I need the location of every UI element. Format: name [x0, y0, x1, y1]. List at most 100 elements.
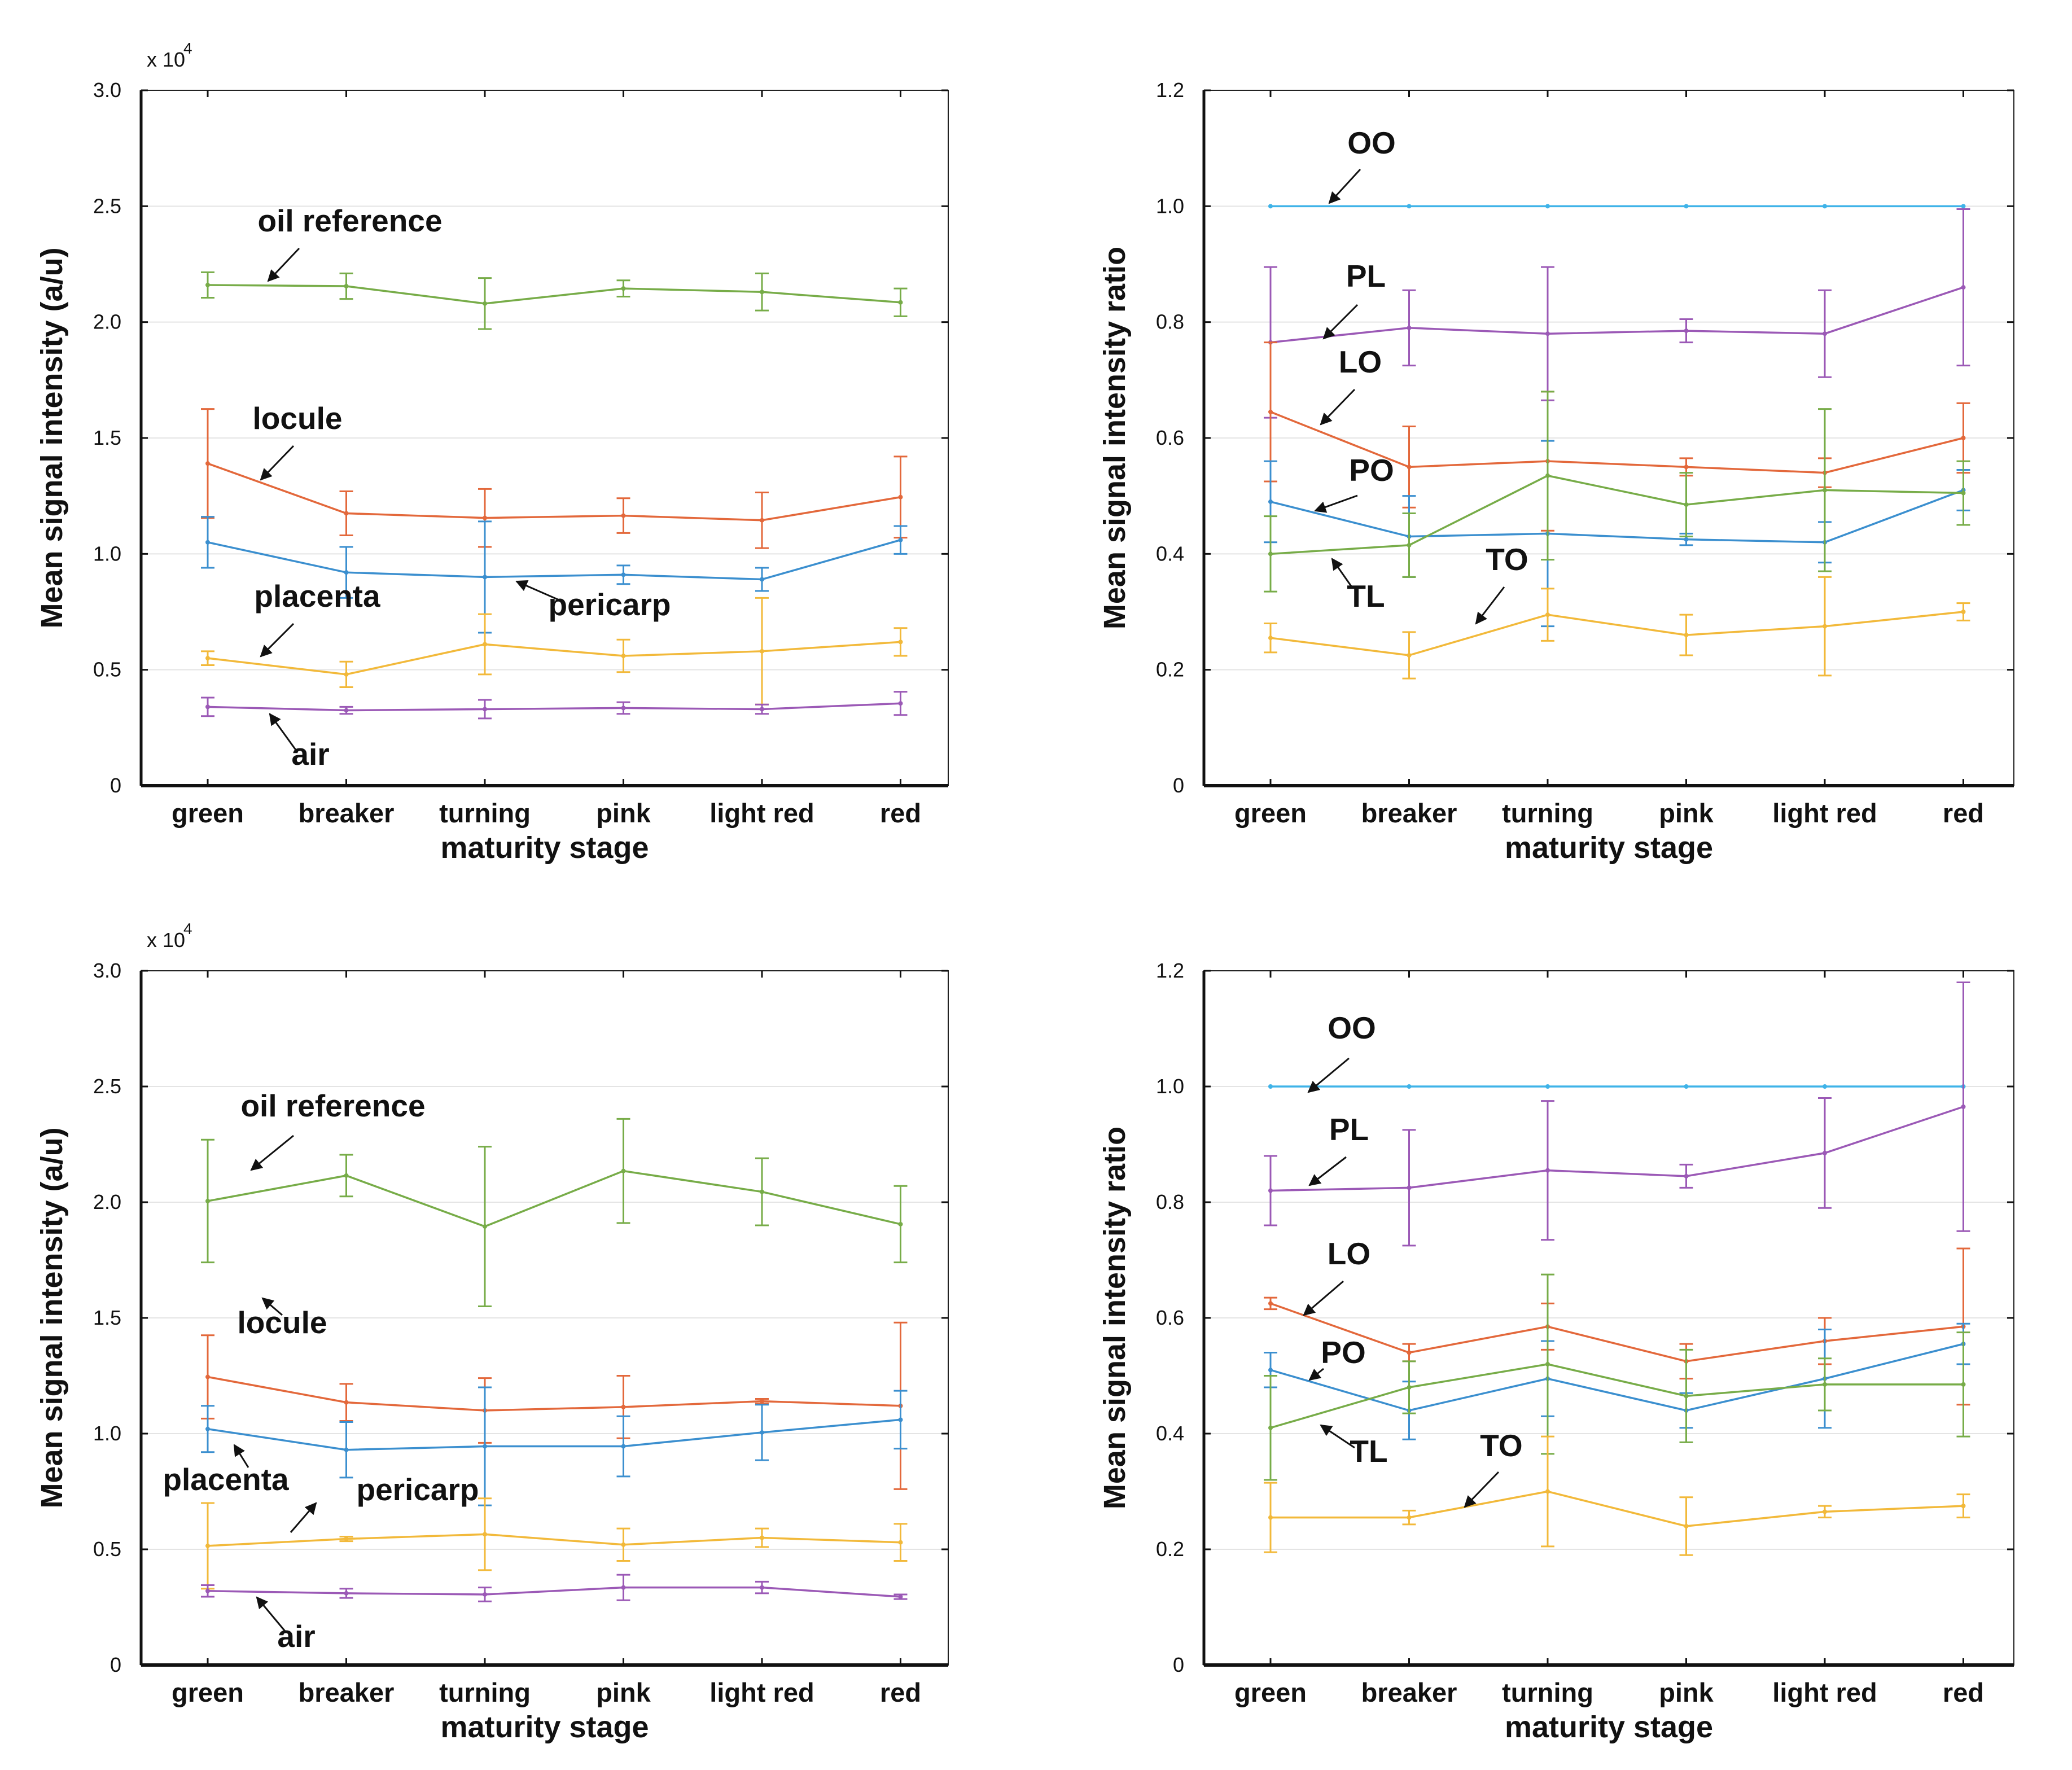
chart-top-left: 0 0.5 1.0 1.5 2.0 2.5 3.0 green breaker turning pi…: [35, 40, 949, 865]
y-tick-label: 0: [1173, 1653, 1184, 1676]
series-line-oil-reference: [207, 284, 901, 305]
data-point: [205, 1426, 210, 1431]
data-point: [205, 540, 210, 545]
data-point: [898, 494, 903, 500]
x-tick-label-breaker: breaker: [1361, 798, 1457, 828]
annotation-label: LO: [1339, 344, 1382, 379]
annotation-arrow: [1320, 388, 1356, 426]
annotation-label: LO: [1328, 1236, 1370, 1271]
annotation-pl: PL: [1322, 259, 1386, 340]
data-point: [1961, 1104, 1966, 1109]
y-tick-label: 1.0: [1156, 1075, 1184, 1098]
annotation-arrow: [515, 580, 562, 602]
y-tick-label: 0.8: [1156, 1190, 1184, 1213]
data-point: [1823, 331, 1827, 336]
y-axis-label: Mean signal intensity (a/u): [35, 247, 69, 628]
annotation-label: air: [291, 737, 329, 772]
data-point: [1961, 1382, 1966, 1387]
data-point: [1268, 1084, 1273, 1089]
data-point: [205, 282, 210, 287]
series-locule: [201, 408, 908, 549]
y-tick-label: 2.5: [93, 1075, 121, 1098]
x-tick-label-pink: pink: [1659, 798, 1714, 828]
data-point: [344, 672, 349, 677]
data-point: [1407, 542, 1412, 547]
data-point: [344, 511, 349, 516]
y-tick-label: 0.8: [1156, 310, 1184, 334]
y-tick-label: 0.6: [1156, 426, 1184, 449]
data-point: [1268, 1515, 1273, 1520]
data-point: [1545, 473, 1550, 478]
annotation-tl: TL: [1320, 1424, 1388, 1469]
data-point: [344, 570, 349, 575]
data-point: [1823, 204, 1827, 209]
data-point: [344, 1400, 349, 1405]
data-point: [483, 515, 487, 520]
data-point: [205, 1374, 210, 1379]
data-point: [205, 461, 210, 466]
annotation-arrow: [290, 1502, 317, 1533]
data-point: [1545, 1168, 1550, 1173]
annotation-arrow: [1464, 1471, 1500, 1508]
series-line-lo: [1270, 1302, 1964, 1362]
series-line-locule: [207, 462, 901, 522]
series-line-pl: [1270, 1106, 1964, 1192]
y-tick-label: 1.2: [1156, 78, 1184, 102]
grid: [1204, 1086, 2014, 1550]
series-pl: [1264, 208, 1970, 419]
annotation-arrow: [256, 1596, 286, 1632]
series-air: [201, 1574, 908, 1602]
annotation-locule: locule: [253, 401, 342, 481]
series-pericarp: [201, 516, 908, 634]
y-axis-label: Mean signal intensity ratio: [1098, 247, 1132, 629]
annotation-label: PL: [1346, 259, 1386, 293]
data-point: [1961, 490, 1966, 496]
x-tick-label-green: green: [1234, 798, 1307, 828]
data-point: [1268, 636, 1273, 641]
data-point: [483, 1592, 487, 1597]
data-point: [1545, 1489, 1550, 1494]
series-line-placenta: [207, 1533, 901, 1547]
data-point: [344, 1536, 349, 1541]
data-point: [1407, 465, 1412, 470]
series-line-to: [1271, 1490, 1964, 1527]
data-point: [621, 572, 626, 577]
x-axis-label: maturity stage: [440, 831, 649, 865]
annotation-arrow: [267, 247, 300, 282]
y-tick-label: 1.0: [93, 542, 121, 565]
data-point: [1268, 499, 1273, 504]
x-tick-label-green: green: [172, 1677, 244, 1707]
annotation-pericarp: pericarp: [290, 1472, 479, 1533]
data-point: [1823, 1382, 1827, 1387]
y-tick-label: 1.0: [1156, 194, 1184, 217]
data-point: [1684, 465, 1689, 470]
data-point: [1545, 1362, 1550, 1366]
data-point: [1684, 1394, 1689, 1399]
y-tick-label: 2.5: [93, 194, 121, 217]
x-tick-label-light-red: light red: [1772, 1677, 1877, 1707]
data-point: [621, 1168, 626, 1173]
x-tick-label-green: green: [1234, 1677, 1307, 1707]
data-point: [760, 1535, 764, 1540]
data-point: [621, 513, 626, 518]
x-axis-label: maturity stage: [1505, 1710, 1713, 1744]
y-tick-label: 1.5: [93, 1306, 121, 1329]
x-tick-label-red: red: [880, 1677, 921, 1707]
y-axis-label: Mean signal intensity ratio: [1098, 1127, 1132, 1509]
y-tick-label: 1.0: [93, 1422, 121, 1445]
y-tick-label: 0.4: [1156, 1422, 1184, 1445]
annotation-label: TL: [1350, 1434, 1387, 1469]
data-point: [898, 1221, 903, 1226]
annotation-po: PO: [1314, 453, 1394, 513]
y-tick-label: 0: [110, 774, 121, 797]
annotation-locule: locule: [238, 1297, 327, 1340]
series-oo: [1268, 1084, 1966, 1089]
annotation-oo: OO: [1307, 1010, 1376, 1093]
data-point: [1684, 204, 1689, 209]
data-point: [621, 286, 626, 291]
annotation-arrow: [1328, 168, 1361, 204]
data-point: [1684, 537, 1689, 542]
annotation-tl: TL: [1331, 558, 1385, 614]
data-point: [760, 1430, 764, 1435]
